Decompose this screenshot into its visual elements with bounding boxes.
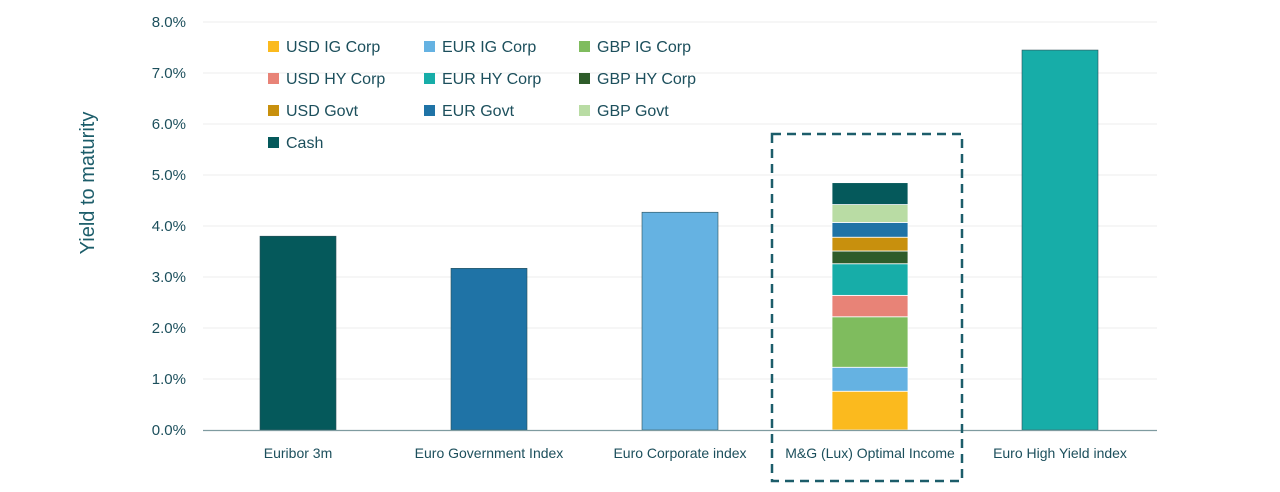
legend-label: EUR HY Corp <box>442 71 541 88</box>
stacked-bar-segment <box>831 236 909 252</box>
x-tick-label: M&G (Lux) Optimal Income <box>785 445 955 461</box>
highlight-box <box>770 132 964 483</box>
legend: USD IG Corp EUR IG Corp GBP IG Corp USD HY … <box>268 39 696 152</box>
stacked-bar-segment <box>831 294 909 318</box>
stacked-bar-segment <box>831 390 909 431</box>
y-tick-label: 6.0% <box>152 116 186 133</box>
y-tick-label: 1.0% <box>152 371 186 388</box>
legend-swatch <box>268 137 279 148</box>
legend-swatch <box>579 73 590 84</box>
legend-label: USD Govt <box>286 103 359 120</box>
y-tick-label: 0.0% <box>152 422 186 439</box>
legend-label: EUR Govt <box>442 103 515 120</box>
legend-swatch <box>268 41 279 52</box>
x-tick-label: Euro Government Index <box>415 445 564 461</box>
bar <box>450 268 528 431</box>
stacked-bar-segment <box>831 222 909 238</box>
category-labels: Euribor 3m Euro Government Index Euro Corp… <box>264 445 1127 461</box>
legend-swatch <box>424 41 435 52</box>
legend-label: USD IG Corp <box>286 39 380 56</box>
legend-swatch <box>579 41 590 52</box>
x-tick-label: Euribor 3m <box>264 445 332 461</box>
y-tick-label: 4.0% <box>152 218 186 235</box>
y-tick-label: 5.0% <box>152 167 186 184</box>
x-tick-label: Euro Corporate index <box>613 445 746 461</box>
legend-swatch <box>424 105 435 116</box>
stacked-bar-segment <box>831 250 909 265</box>
legend-label: EUR IG Corp <box>442 39 536 56</box>
legend-label: GBP Govt <box>597 103 669 120</box>
y-axis-title: Yield to maturity <box>77 112 99 255</box>
legend-label: GBP HY Corp <box>597 71 696 88</box>
y-axis-ticks: 0.0% 1.0% 2.0% 3.0% 4.0% 5.0% 6.0% 7.0% 8.0% <box>152 14 186 439</box>
stacked-bar-segment <box>831 316 909 368</box>
y-tick-label: 8.0% <box>152 14 186 31</box>
stacked-bar-segment <box>831 182 909 205</box>
legend-label: USD HY Corp <box>286 71 385 88</box>
y-tick-label: 7.0% <box>152 65 186 82</box>
legend-label: GBP IG Corp <box>597 39 691 56</box>
legend-swatch <box>268 73 279 84</box>
y-tick-label: 2.0% <box>152 320 186 337</box>
y-tick-label: 3.0% <box>152 269 186 286</box>
legend-swatch <box>268 105 279 116</box>
stacked-bar-segment <box>831 366 909 392</box>
bar <box>641 211 719 431</box>
stacked-bar-segment <box>831 263 909 296</box>
bar <box>1021 49 1099 431</box>
legend-swatch <box>579 105 590 116</box>
stacked-bar-segment <box>831 204 909 223</box>
legend-swatch <box>424 73 435 84</box>
legend-label: Cash <box>286 135 323 152</box>
x-tick-label: Euro High Yield index <box>993 445 1127 461</box>
bar <box>259 235 337 431</box>
bars <box>259 49 1099 431</box>
